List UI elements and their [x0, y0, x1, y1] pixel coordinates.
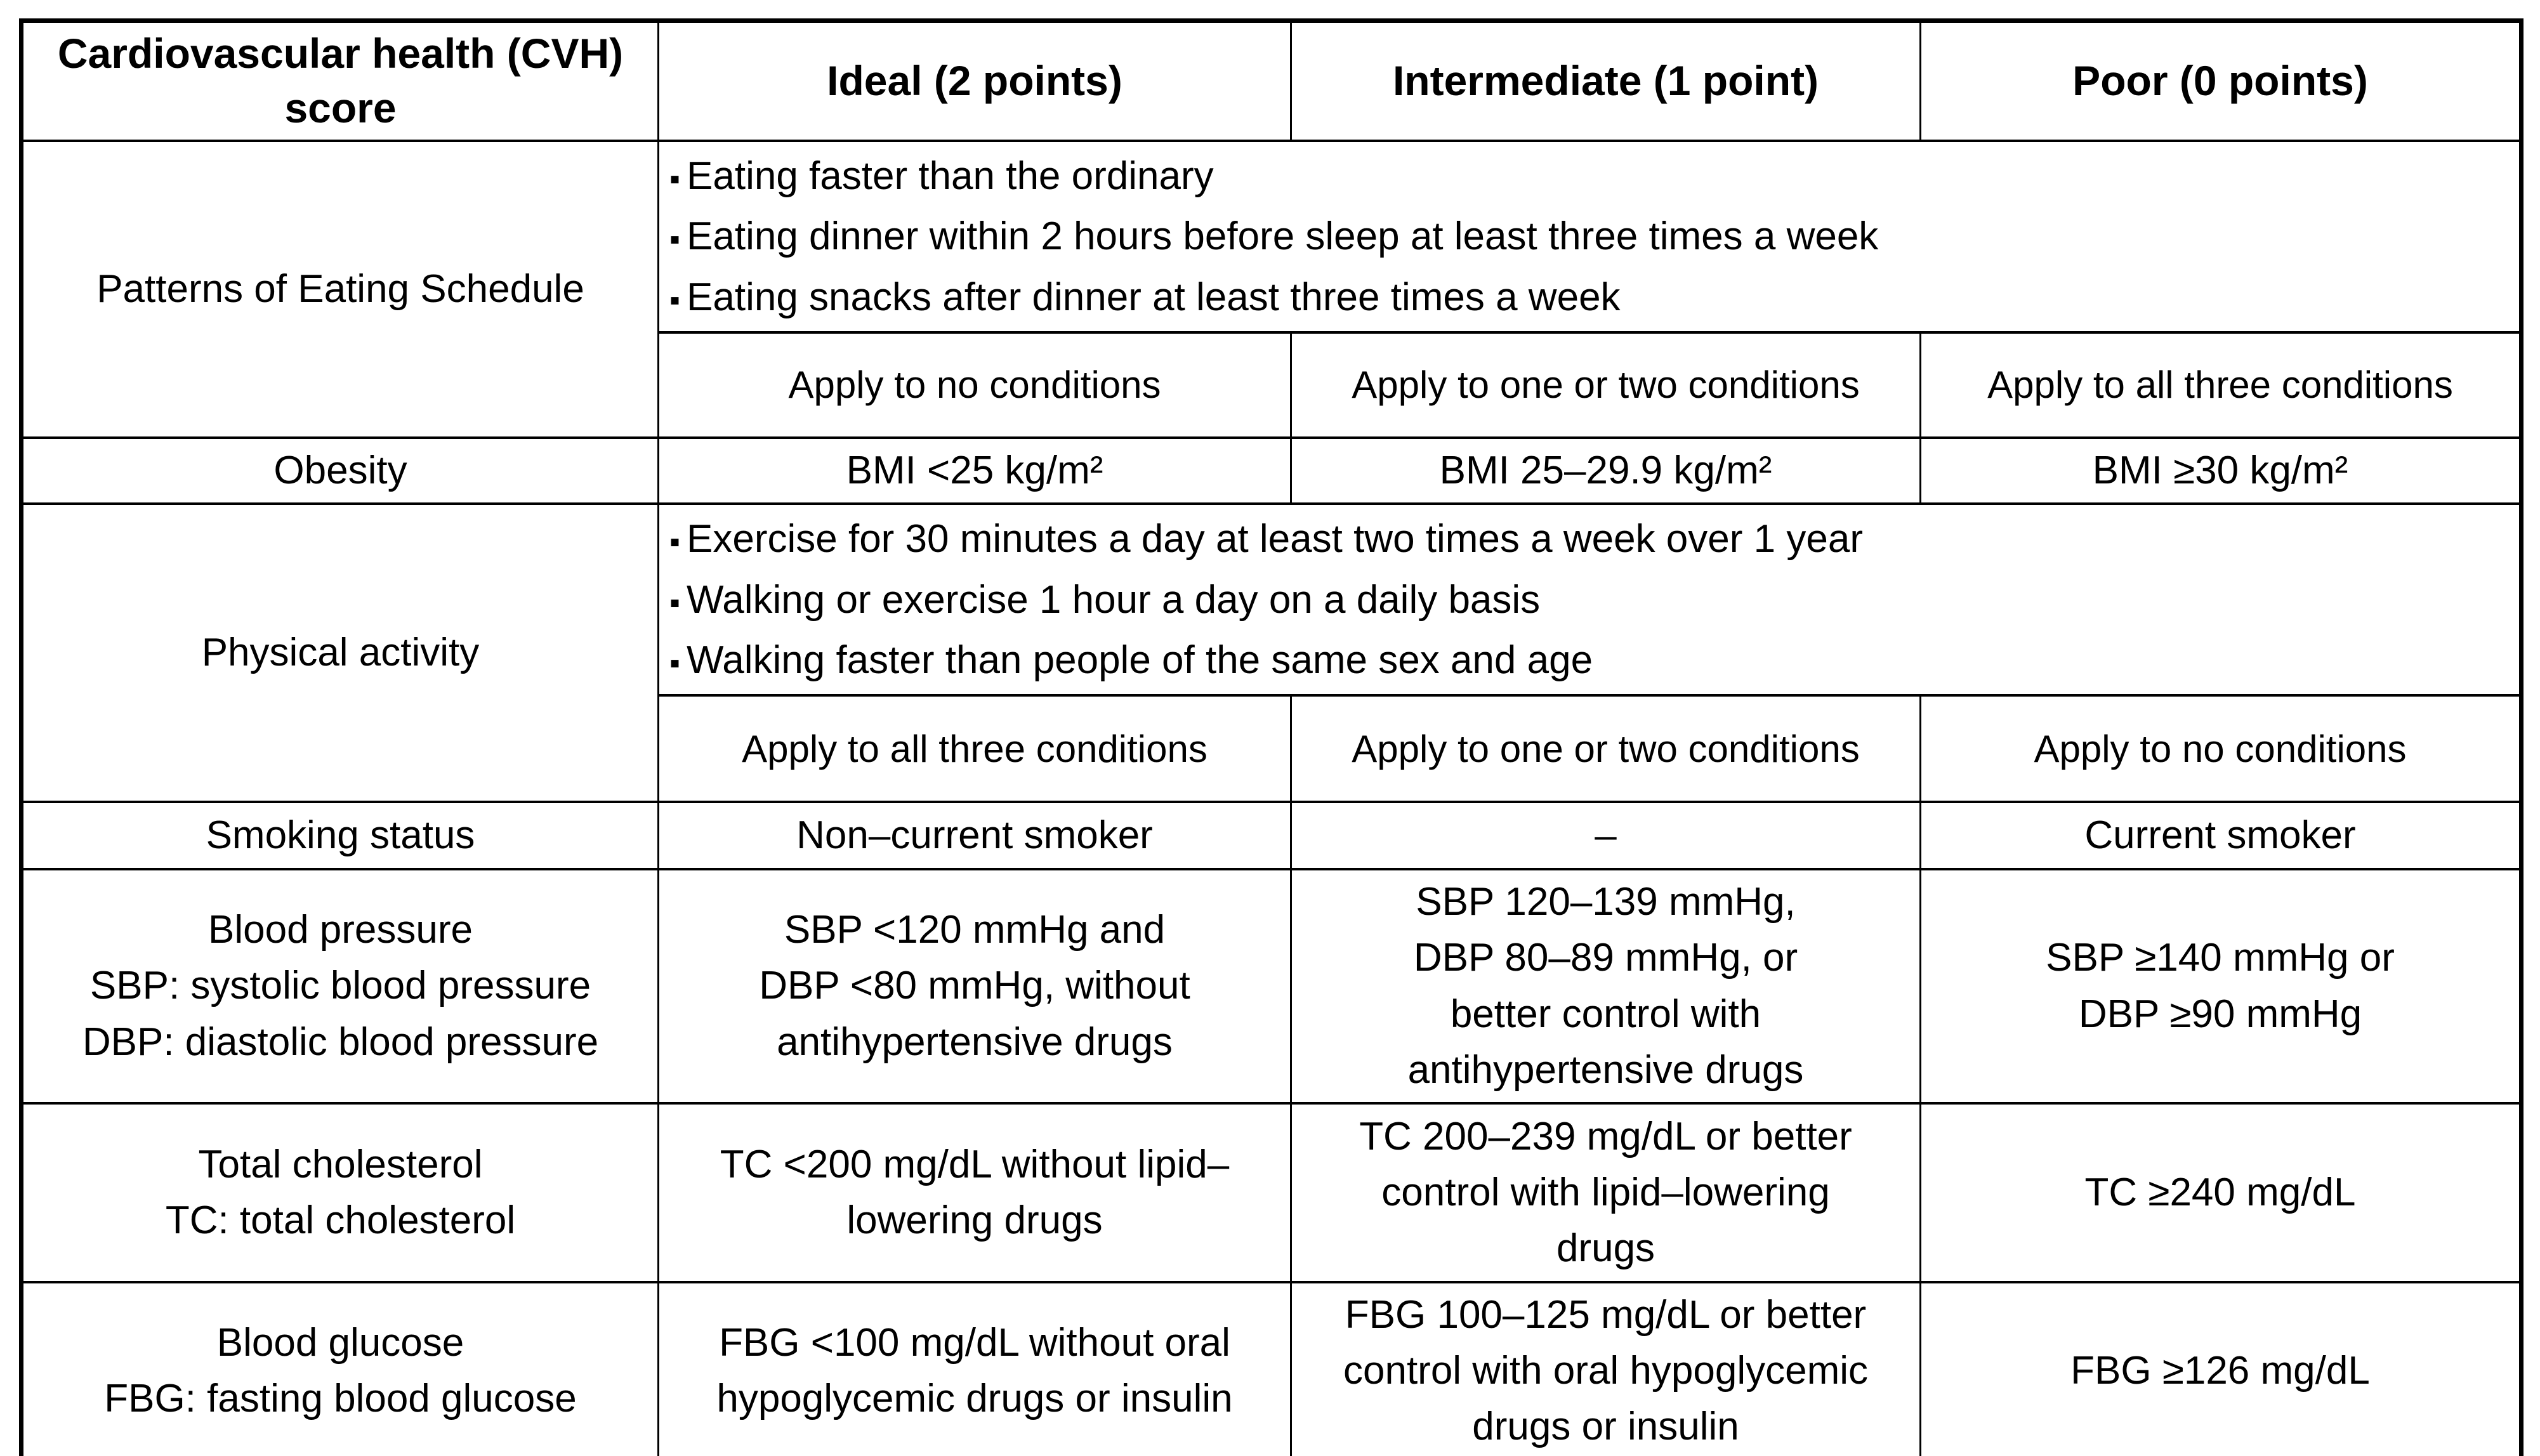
- bullet-icon: ▪: [669, 525, 681, 560]
- cell-fbg-ideal: FBG <100 mg/dL without oral hypoglycemic…: [657, 1280, 1292, 1456]
- physical-bullet-line-1: ▪ Exercise for 30 minutes a day at least …: [669, 509, 2511, 569]
- cell-physical-intermediate: Apply to one or two conditions: [1290, 694, 1921, 804]
- tc-label-line-1: Total cholesterol: [198, 1142, 483, 1186]
- header-cvh-score: Cardiovascular health (CVH) score: [20, 19, 659, 142]
- header-intermediate: Intermediate (1 point): [1290, 19, 1921, 142]
- cell-obesity-ideal: BMI <25 kg/m²: [657, 436, 1292, 506]
- cell-fbg-poor: FBG ≥126 mg/dL: [1919, 1280, 2522, 1456]
- bp-poor-line-2: DBP ≥90 mmHg: [2078, 992, 2362, 1036]
- header-row: Cardiovascular health (CVH) score Ideal …: [20, 19, 2522, 142]
- fbg-intermediate-line-1: FBG 100–125 mg/dL or better: [1345, 1292, 1867, 1337]
- fbg-ideal-line-1: FBG <100 mg/dL without oral: [719, 1320, 1230, 1365]
- cell-eating-label: Patterns of Eating Schedule: [20, 139, 659, 440]
- bullet-icon: ▪: [669, 586, 681, 620]
- row-physical-bullets: Physical activity ▪ Exercise for 30 minut…: [20, 502, 2522, 804]
- eating-bullet-text-3: Eating snacks after dinner at least thre…: [687, 275, 1621, 319]
- row-glucose: Blood glucose FBG: fasting blood glucose…: [20, 1280, 2522, 1456]
- physical-bullet-line-3: ▪ Walking faster than people of the same …: [669, 630, 2511, 690]
- tc-intermediate-line-3: drugs: [1556, 1226, 1655, 1270]
- cell-bp-poor: SBP ≥140 mmHg or DBP ≥90 mmHg: [1919, 868, 2522, 1105]
- cell-smoking-ideal: Non–current smoker: [657, 801, 1292, 871]
- physical-bullet-text-3: Walking faster than people of the same s…: [687, 638, 1593, 682]
- fbg-intermediate-line-3: drugs or insulin: [1472, 1404, 1739, 1448]
- tc-intermediate-line-1: TC 200–239 mg/dL or better: [1359, 1114, 1852, 1158]
- bp-intermediate-line-3: better control with: [1450, 992, 1761, 1036]
- eating-bullet-text-2: Eating dinner within 2 hours before slee…: [687, 214, 1879, 259]
- cvh-score-table: Cardiovascular health (CVH) score Ideal …: [19, 18, 2524, 1456]
- cell-obesity-intermediate: BMI 25–29.9 kg/m²: [1290, 436, 1921, 506]
- cell-physical-label: Physical activity: [20, 502, 659, 804]
- tc-ideal-line-1: TC <200 mg/dL without lipid–: [720, 1142, 1230, 1186]
- row-eating-bullets: Patterns of Eating Schedule ▪ Eating fast…: [20, 139, 2522, 440]
- bp-label-line-1: Blood pressure: [207, 908, 473, 952]
- bp-ideal-line-1: SBP <120 mmHg and: [784, 908, 1166, 952]
- cell-physical-poor: Apply to no conditions: [1919, 694, 2522, 804]
- cell-tc-label: Total cholesterol TC: total cholesterol: [20, 1101, 659, 1283]
- bp-intermediate-line-2: DBP 80–89 mmHg, or: [1413, 936, 1798, 980]
- tc-ideal-line-2: lowering drugs: [846, 1198, 1103, 1242]
- bp-label-line-2: SBP: systolic blood pressure: [89, 964, 591, 1008]
- header-cvh-line2: score: [284, 84, 397, 131]
- cell-bp-intermediate: SBP 120–139 mmHg, DBP 80–89 mmHg, or bet…: [1290, 868, 1921, 1105]
- cell-fbg-label: Blood glucose FBG: fasting blood glucose: [20, 1280, 659, 1456]
- row-obesity: Obesity BMI <25 kg/m² BMI 25–29.9 kg/m² …: [20, 436, 2522, 506]
- fbg-label-line-1: Blood glucose: [216, 1320, 464, 1365]
- header-poor: Poor (0 points): [1919, 19, 2522, 142]
- cell-obesity-label: Obesity: [20, 436, 659, 506]
- bp-ideal-line-3: antihypertensive drugs: [777, 1020, 1173, 1064]
- row-physical-apply: Apply to all three conditions Apply to o…: [22, 694, 2522, 804]
- bp-label-line-3: DBP: diastolic blood pressure: [82, 1020, 599, 1064]
- cell-eating-ideal: Apply to no conditions: [657, 331, 1292, 439]
- bp-intermediate-line-1: SBP 120–139 mmHg,: [1416, 880, 1796, 924]
- fbg-intermediate-line-2: control with oral hypoglycemic: [1343, 1348, 1868, 1393]
- header-cvh-line1: Cardiovascular health (CVH): [57, 30, 624, 77]
- fbg-ideal-line-2: hypoglycemic drugs or insulin: [716, 1376, 1233, 1420]
- row-cholesterol: Total cholesterol TC: total cholesterol …: [20, 1101, 2522, 1283]
- cell-tc-intermediate: TC 200–239 mg/dL or better control with …: [1290, 1101, 1921, 1283]
- cell-smoking-poor: Current smoker: [1919, 801, 2522, 871]
- cell-tc-ideal: TC <200 mg/dL without lipid– lowering dr…: [657, 1101, 1292, 1283]
- cell-eating-conditions: ▪ Eating faster than the ordinary ▪ Eating…: [657, 139, 2522, 334]
- tc-label-line-2: TC: total cholesterol: [165, 1198, 516, 1242]
- cell-eating-poor: Apply to all three conditions: [1919, 331, 2522, 439]
- eating-bullet-text-1: Eating faster than the ordinary: [687, 154, 1214, 198]
- row-eating-apply: Apply to no conditions Apply to one or t…: [22, 331, 2522, 439]
- physical-bullet-text-1: Exercise for 30 minutes a day at least t…: [687, 517, 1863, 561]
- eating-bullet-line-2: ▪ Eating dinner within 2 hours before sle…: [669, 206, 2511, 266]
- bp-intermediate-line-4: antihypertensive drugs: [1407, 1047, 1804, 1092]
- bullet-icon: ▪: [669, 223, 681, 257]
- cell-eating-intermediate: Apply to one or two conditions: [1290, 331, 1921, 439]
- fbg-label-line-2: FBG: fasting blood glucose: [104, 1376, 577, 1420]
- bp-poor-line-1: SBP ≥140 mmHg or: [2046, 936, 2395, 980]
- eating-bullet-line-1: ▪ Eating faster than the ordinary: [669, 146, 2511, 206]
- header-ideal: Ideal (2 points): [657, 19, 1292, 142]
- cell-physical-conditions: ▪ Exercise for 30 minutes a day at least …: [657, 502, 2522, 697]
- cell-smoking-intermediate: –: [1290, 801, 1921, 871]
- cell-bp-label: Blood pressure SBP: systolic blood press…: [20, 868, 659, 1105]
- bp-ideal-line-2: DBP <80 mmHg, without: [759, 964, 1190, 1008]
- bullet-icon: ▪: [669, 283, 681, 317]
- cell-physical-ideal: Apply to all three conditions: [657, 694, 1292, 804]
- physical-bullet-text-2: Walking or exercise 1 hour a day on a da…: [687, 577, 1541, 622]
- row-smoking: Smoking status Non–current smoker – Curr…: [20, 801, 2522, 871]
- cell-obesity-poor: BMI ≥30 kg/m²: [1919, 436, 2522, 506]
- tc-intermediate-line-2: control with lipid–lowering: [1381, 1170, 1830, 1214]
- bullet-icon: ▪: [669, 646, 681, 680]
- physical-bullet-line-2: ▪ Walking or exercise 1 hour a day on a d…: [669, 570, 2511, 630]
- cell-smoking-label: Smoking status: [20, 801, 659, 871]
- bullet-icon: ▪: [669, 162, 681, 196]
- cell-tc-poor: TC ≥240 mg/dL: [1919, 1101, 2522, 1283]
- row-blood-pressure: Blood pressure SBP: systolic blood press…: [20, 868, 2522, 1105]
- eating-bullet-line-3: ▪ Eating snacks after dinner at least thr…: [669, 267, 2511, 327]
- cell-bp-ideal: SBP <120 mmHg and DBP <80 mmHg, without …: [657, 868, 1292, 1105]
- cell-fbg-intermediate: FBG 100–125 mg/dL or better control with…: [1290, 1280, 1921, 1456]
